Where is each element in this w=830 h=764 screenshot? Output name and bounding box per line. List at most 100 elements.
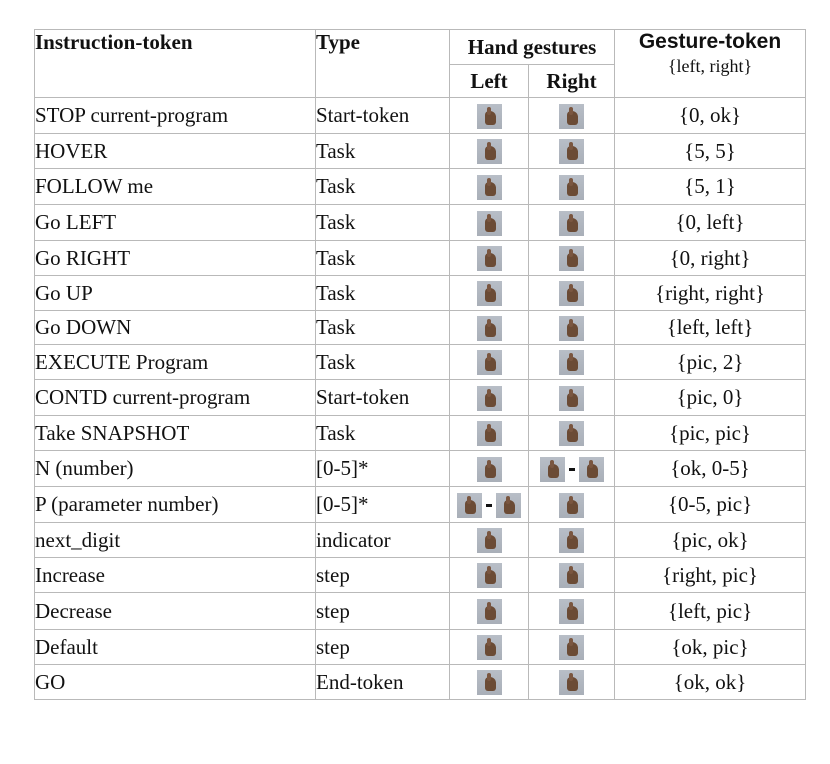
table-row: Go UP Task {right, right} — [34, 275, 807, 311]
hand-open-icon — [476, 139, 502, 165]
instruction-cell: FOLLOW me — [34, 168, 316, 205]
gesture-token-cell: {0, ok} — [614, 97, 807, 134]
table-row: HOVER Task {5, 5} — [34, 133, 807, 169]
hand-right-icon — [559, 281, 584, 307]
instruction-cell: CONTD current-program — [34, 379, 316, 416]
hand-zero-icon — [457, 492, 482, 518]
gesture-image-cell — [449, 275, 529, 311]
gesture-token-cell: {ok, pic} — [614, 629, 807, 665]
table-row: Increase step {right, pic} — [34, 557, 807, 593]
gesture-token-cell: {pic, 0} — [614, 379, 807, 416]
hand-left-icon — [559, 210, 584, 236]
gesture-image-cell — [449, 557, 529, 593]
gesture-image-cell — [527, 344, 616, 380]
hand-pic-icon — [559, 492, 584, 518]
hand-left-icon — [559, 315, 584, 341]
table-row: Go RIGHT Task {0, right} — [34, 240, 807, 276]
type-cell: End-token — [315, 664, 450, 700]
table-row: Go DOWN Task {left, left} — [34, 310, 807, 345]
gesture-token-cell: {0, left} — [614, 204, 807, 241]
type-cell: Task — [315, 310, 450, 345]
gesture-image-cell — [527, 486, 616, 523]
hand-pic-icon — [476, 385, 502, 411]
hand-gestures-header: Hand gestures — [448, 29, 616, 65]
instruction-cell: HOVER — [34, 133, 316, 169]
gesture-token-cell: {left, left} — [614, 310, 807, 345]
hand-two-icon — [559, 350, 584, 376]
hand-five-icon — [578, 456, 604, 482]
hand-right-icon — [476, 563, 502, 589]
instruction-cell: Increase — [34, 557, 316, 593]
table-row: EXECUTE Program Task {pic, 2} — [34, 344, 807, 380]
hand-pic-icon — [559, 421, 584, 447]
table-row: Go LEFT Task {0, left} — [34, 204, 807, 241]
hand-five-icon — [496, 492, 521, 518]
hand-ok-icon — [559, 528, 584, 554]
gesture-image-cell — [449, 415, 529, 451]
gesture-token-cell: {pic, ok} — [614, 522, 807, 558]
hand-pic-icon — [559, 599, 584, 625]
gesture-image-cell — [449, 344, 529, 380]
hand-pic-icon — [476, 421, 502, 447]
hand-pic-icon — [559, 563, 584, 589]
gesture-image-cell — [527, 557, 616, 593]
instruction-cell: Take SNAPSHOT — [34, 415, 316, 451]
hand-one-icon — [559, 174, 584, 200]
range-dash — [486, 503, 492, 507]
gesture-image-cell — [449, 592, 529, 630]
gesture-image-cell — [449, 204, 529, 241]
gesture-image-cell — [527, 522, 616, 558]
gesture-image-cell — [449, 97, 529, 134]
instruction-cell: P (parameter number) — [34, 486, 316, 523]
gesture-image-cell — [527, 204, 616, 241]
table-row: GO End-token {ok, ok} — [34, 664, 807, 700]
gesture-image-cell — [449, 522, 529, 558]
hand-ok-icon — [476, 670, 502, 696]
hand-pic-icon — [476, 528, 502, 554]
gesture-token-cell: {pic, pic} — [614, 415, 807, 451]
instruction-cell: Default — [34, 629, 316, 665]
type-cell: step — [315, 629, 450, 665]
gesture-token-cell: {0, right} — [614, 240, 807, 276]
hand-fist-icon — [559, 385, 584, 411]
instruction-cell: Go UP — [34, 275, 316, 311]
hand-fist-icon — [476, 246, 502, 272]
hand-right-icon — [559, 246, 584, 272]
gesture-image-cell — [527, 133, 616, 169]
hand-ok-icon — [559, 103, 584, 129]
right-header: Right — [527, 64, 616, 98]
hand-zero-icon — [539, 456, 565, 482]
gesture-image-cell — [449, 240, 529, 276]
hand-right-icon — [476, 281, 502, 307]
type-cell: Task — [315, 240, 450, 276]
gesture-image-cell — [527, 379, 616, 416]
gesture-token-cell: {right, right} — [614, 275, 807, 311]
gesture-image-cell — [449, 664, 529, 700]
type-cell: Task — [315, 133, 450, 169]
table-row: STOP current-program Start-token {0, ok} — [34, 97, 807, 134]
gesture-token-subtitle: {left, right} — [667, 56, 753, 76]
table-row: Decrease step {left, pic} — [34, 592, 807, 630]
gesture-token-cell: {right, pic} — [614, 557, 807, 593]
type-cell: step — [315, 592, 450, 630]
type-cell: indicator — [315, 522, 450, 558]
instruction-cell: Go LEFT — [34, 204, 316, 241]
instruction-cell: next_digit — [34, 522, 316, 558]
type-cell: [0-5]* — [315, 450, 450, 487]
table-body: STOP current-program Start-token {0, ok} HO… — [34, 97, 807, 700]
table-row: FOLLOW me Task {5, 1} — [34, 168, 807, 205]
table-row: next_digit indicator {pic, ok} — [34, 522, 807, 558]
table-row: CONTD current-program Start-token {pic, 0} — [34, 379, 807, 416]
instruction-token-header: Instruction-token — [34, 29, 316, 98]
gesture-image-cell — [449, 486, 529, 523]
table-row: N (number) [0-5]* {ok, 0-5} — [34, 450, 807, 487]
gesture-image-cell — [527, 275, 616, 311]
instruction-cell: GO — [34, 664, 316, 700]
gesture-token-cell: {0-5, pic} — [614, 486, 807, 523]
hand-pic-icon — [559, 635, 584, 661]
hand-open-icon — [476, 174, 502, 200]
hand-left-icon — [476, 599, 502, 625]
gesture-image-cell — [527, 664, 616, 700]
type-cell: step — [315, 557, 450, 593]
gesture-token-header: Gesture-token {left, right} — [614, 29, 807, 98]
